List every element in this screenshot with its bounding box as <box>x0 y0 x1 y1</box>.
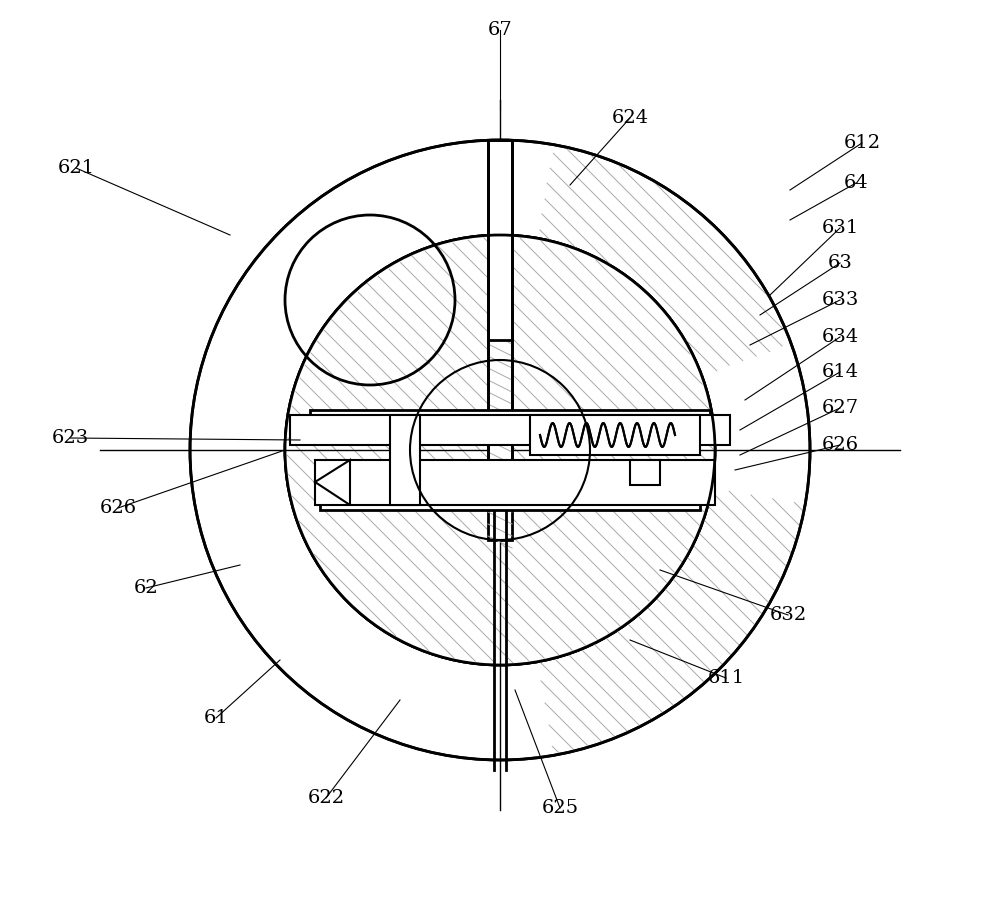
Text: 626: 626 <box>99 499 137 517</box>
Text: 64: 64 <box>844 174 868 192</box>
Text: 612: 612 <box>843 134 881 152</box>
Text: 614: 614 <box>821 363 859 381</box>
Text: 62: 62 <box>134 579 158 597</box>
Text: 622: 622 <box>307 789 345 807</box>
Text: 625: 625 <box>541 799 579 817</box>
Text: 633: 633 <box>821 291 859 309</box>
Bar <box>290 415 730 445</box>
Bar <box>390 415 420 505</box>
Circle shape <box>285 235 715 665</box>
Bar <box>320 460 700 510</box>
Circle shape <box>285 235 715 665</box>
Text: 631: 631 <box>821 219 859 237</box>
Bar <box>488 140 512 540</box>
Bar <box>488 140 512 340</box>
Text: 611: 611 <box>707 669 745 687</box>
Bar <box>315 460 715 505</box>
Text: 627: 627 <box>821 399 859 417</box>
Text: 632: 632 <box>769 606 807 624</box>
Bar <box>530 415 700 455</box>
Text: 61: 61 <box>204 709 228 727</box>
Text: 634: 634 <box>821 328 859 346</box>
Text: 624: 624 <box>611 109 649 127</box>
Text: 626: 626 <box>821 436 859 454</box>
Text: 623: 623 <box>51 429 89 447</box>
Polygon shape <box>315 460 350 505</box>
Bar <box>310 410 710 430</box>
Text: 67: 67 <box>488 21 512 39</box>
Text: 621: 621 <box>57 159 95 177</box>
Text: 63: 63 <box>828 254 852 272</box>
Bar <box>630 460 660 485</box>
